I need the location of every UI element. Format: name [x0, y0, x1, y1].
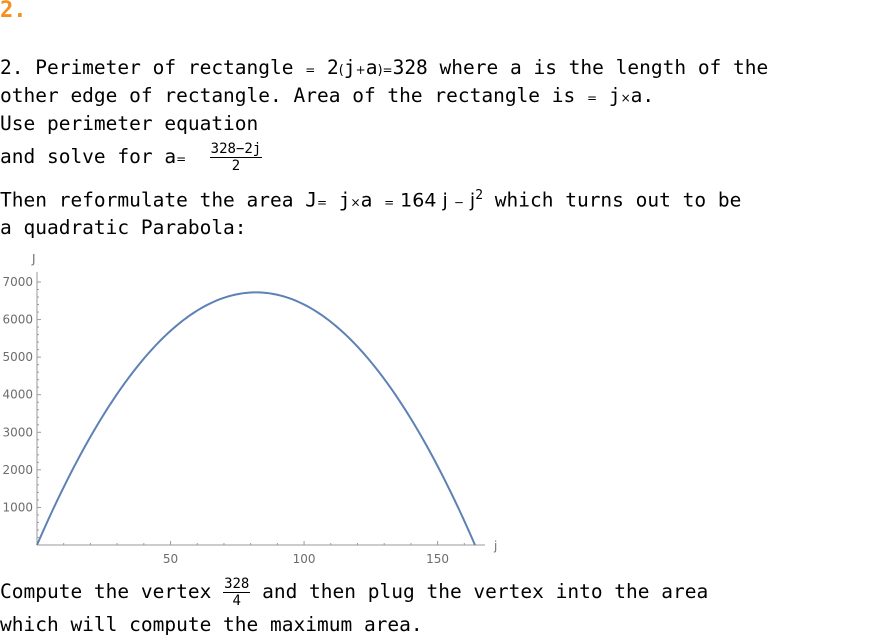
plus-sign: +: [355, 63, 366, 77]
perimeter-coefficient: 2: [315, 56, 339, 79]
y-tick-label: 3000: [2, 425, 33, 439]
right-paren: ): [377, 63, 383, 78]
equals-sign: =: [176, 152, 187, 166]
perimeter-instruction: Use perimeter equation: [0, 112, 259, 135]
plug-vertex-text: and then plug the vertex into the area: [250, 580, 709, 603]
equals-sign: =: [316, 195, 328, 210]
equals-sign: =: [384, 195, 395, 210]
perimeter-text: 2. Perimeter of rectangle: [0, 56, 294, 79]
parabola-text: which turns out to be: [483, 188, 742, 212]
var-a: a: [360, 188, 385, 212]
area-text: other edge of rectangle. Area of the rec…: [0, 84, 576, 107]
var-j: j: [597, 84, 621, 107]
perimeter-value-text: 328 where a is the length of the: [392, 56, 769, 79]
solve-text: and solve for a: [0, 145, 177, 168]
maximum-area-line: which will compute the maximum area.: [0, 613, 423, 636]
equals-sign: =: [587, 91, 598, 105]
x-tick-label: 100: [293, 552, 316, 566]
vertex-fraction: 328 4: [223, 576, 251, 609]
parabola-line: a quadratic Parabola:: [0, 216, 247, 239]
a-fraction: 328−2j 2: [209, 141, 263, 174]
x-axis-label: j: [493, 539, 497, 553]
reformulate-text: Then reformulate the area J: [0, 188, 317, 212]
y-tick-label: 5000: [2, 350, 33, 364]
equals-sign: =: [305, 63, 316, 77]
var-a: a: [365, 56, 378, 79]
fraction-denominator: 2: [231, 158, 241, 174]
y-tick-label: 2000: [2, 463, 33, 477]
parabola-chart: J j 50 100 150 1000 2000 3000 4000 5000 6000 7000: [2, 252, 497, 566]
area-reformulation: Then reformulate the area J= j×a = 164 j…: [0, 188, 741, 212]
problem-number-heading: 2.: [0, 0, 27, 23]
fraction-numerator: 328: [223, 576, 251, 593]
x-tick-label: 150: [426, 552, 449, 566]
fraction-numerator: 328−2j: [209, 141, 263, 158]
y-axis-label: J: [31, 252, 36, 266]
times-sign: ×: [620, 91, 631, 105]
var-j: j: [463, 189, 476, 212]
minus-sign: −: [453, 195, 464, 210]
y-tick-label: 7000: [2, 275, 33, 289]
y-tick-label: 6000: [2, 313, 33, 327]
vertex-instruction: Compute the vertex 328 4 and then plug th…: [0, 576, 708, 609]
area-statement: other edge of rectangle. Area of the rec…: [0, 84, 654, 107]
exponent: 2: [475, 188, 484, 203]
linear-term: 164 j: [394, 189, 454, 212]
solve-for-a-line: and solve for a= 328−2j 2: [0, 141, 263, 174]
var-j: j: [343, 56, 356, 79]
y-tick-label: 4000: [2, 388, 33, 402]
fraction-denominator: 4: [232, 593, 241, 609]
equals-sign: =: [382, 63, 393, 77]
var-j: j: [327, 188, 351, 212]
y-tick-label: 1000: [2, 500, 33, 514]
parabola-curve: [36, 291, 476, 546]
x-tick-label: 50: [163, 552, 178, 566]
times-sign: ×: [350, 195, 361, 210]
vertex-text: Compute the vertex: [0, 580, 224, 603]
left-paren: (: [338, 63, 344, 78]
perimeter-statement: 2. Perimeter of rectangle = 2(j+a)=328 w…: [0, 56, 768, 79]
var-a: a.: [630, 84, 655, 107]
